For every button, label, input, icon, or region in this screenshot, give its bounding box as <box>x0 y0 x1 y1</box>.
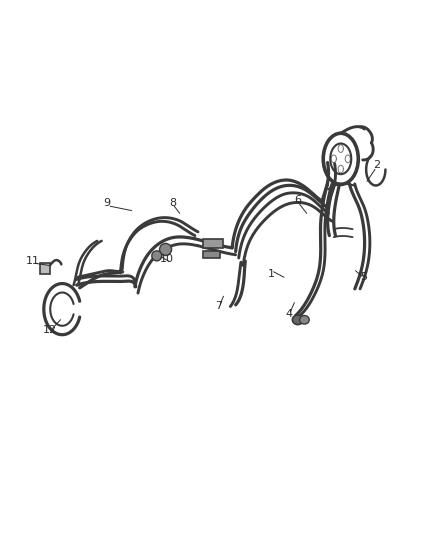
Ellipse shape <box>293 315 304 325</box>
Text: 2: 2 <box>373 160 380 170</box>
Bar <box>203 239 223 248</box>
Text: 4: 4 <box>286 310 293 319</box>
Text: 8: 8 <box>170 198 177 207</box>
Bar <box>40 263 50 274</box>
Bar <box>203 251 220 258</box>
Text: 9: 9 <box>104 198 111 207</box>
Circle shape <box>159 244 172 255</box>
Text: 10: 10 <box>159 254 173 263</box>
Text: 12: 12 <box>43 326 57 335</box>
Ellipse shape <box>300 316 309 324</box>
Text: 5: 5 <box>360 272 367 282</box>
Text: 7: 7 <box>215 302 223 311</box>
Text: 1: 1 <box>268 270 275 279</box>
Circle shape <box>152 251 162 261</box>
Text: 6: 6 <box>294 195 301 205</box>
Text: 11: 11 <box>26 256 40 266</box>
